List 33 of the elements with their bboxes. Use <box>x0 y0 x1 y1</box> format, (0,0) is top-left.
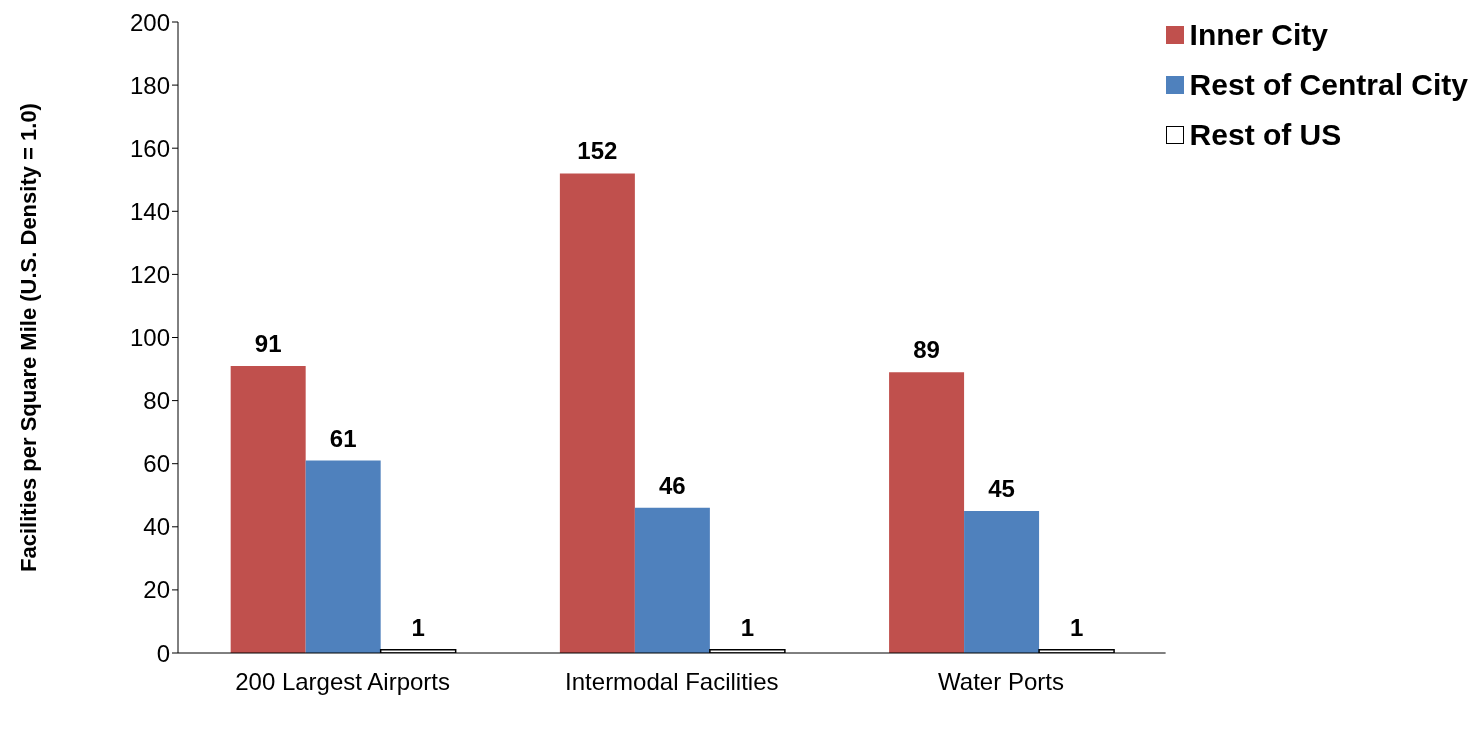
data-label: 1 <box>1069 613 1084 641</box>
data-label: 91 <box>254 329 282 357</box>
y-tick-label: 60 <box>143 450 170 478</box>
bar <box>559 173 635 653</box>
data-label: 45 <box>988 475 1015 503</box>
y-tick-label: 80 <box>143 387 170 415</box>
bar <box>305 460 381 653</box>
bar <box>634 507 710 653</box>
y-tick-label: 0 <box>156 639 170 667</box>
y-tick-label: 180 <box>129 71 170 99</box>
y-tick-label: 160 <box>129 134 170 162</box>
data-label: 89 <box>913 336 940 364</box>
data-label: 1 <box>740 613 755 641</box>
y-tick-label: 200 <box>129 8 170 36</box>
bar <box>230 365 306 653</box>
x-tick-label: 200 Largest Airports <box>235 668 450 696</box>
y-tick-label: 40 <box>143 513 170 541</box>
data-label: 46 <box>659 471 686 499</box>
x-tick-label: Water Ports <box>938 668 1064 696</box>
legend-label: Rest of US <box>1189 118 1342 152</box>
data-label: 152 <box>577 137 618 165</box>
data-label: 1 <box>411 613 425 641</box>
x-tick-label: Intermodal Facilities <box>565 668 779 696</box>
bar <box>964 511 1040 653</box>
y-tick-label: 20 <box>143 576 170 604</box>
y-tick-label: 100 <box>129 324 170 352</box>
y-tick-label: 120 <box>129 260 170 288</box>
y-axis-title: Facilities per Square Mile (U.S. Density = 1.0) <box>15 103 41 572</box>
legend-label: Rest of Central City <box>1189 68 1468 102</box>
legend-label: Inner City <box>1189 18 1328 52</box>
data-label: 61 <box>329 424 357 452</box>
y-tick-label: 140 <box>129 197 170 225</box>
bar <box>889 372 965 653</box>
